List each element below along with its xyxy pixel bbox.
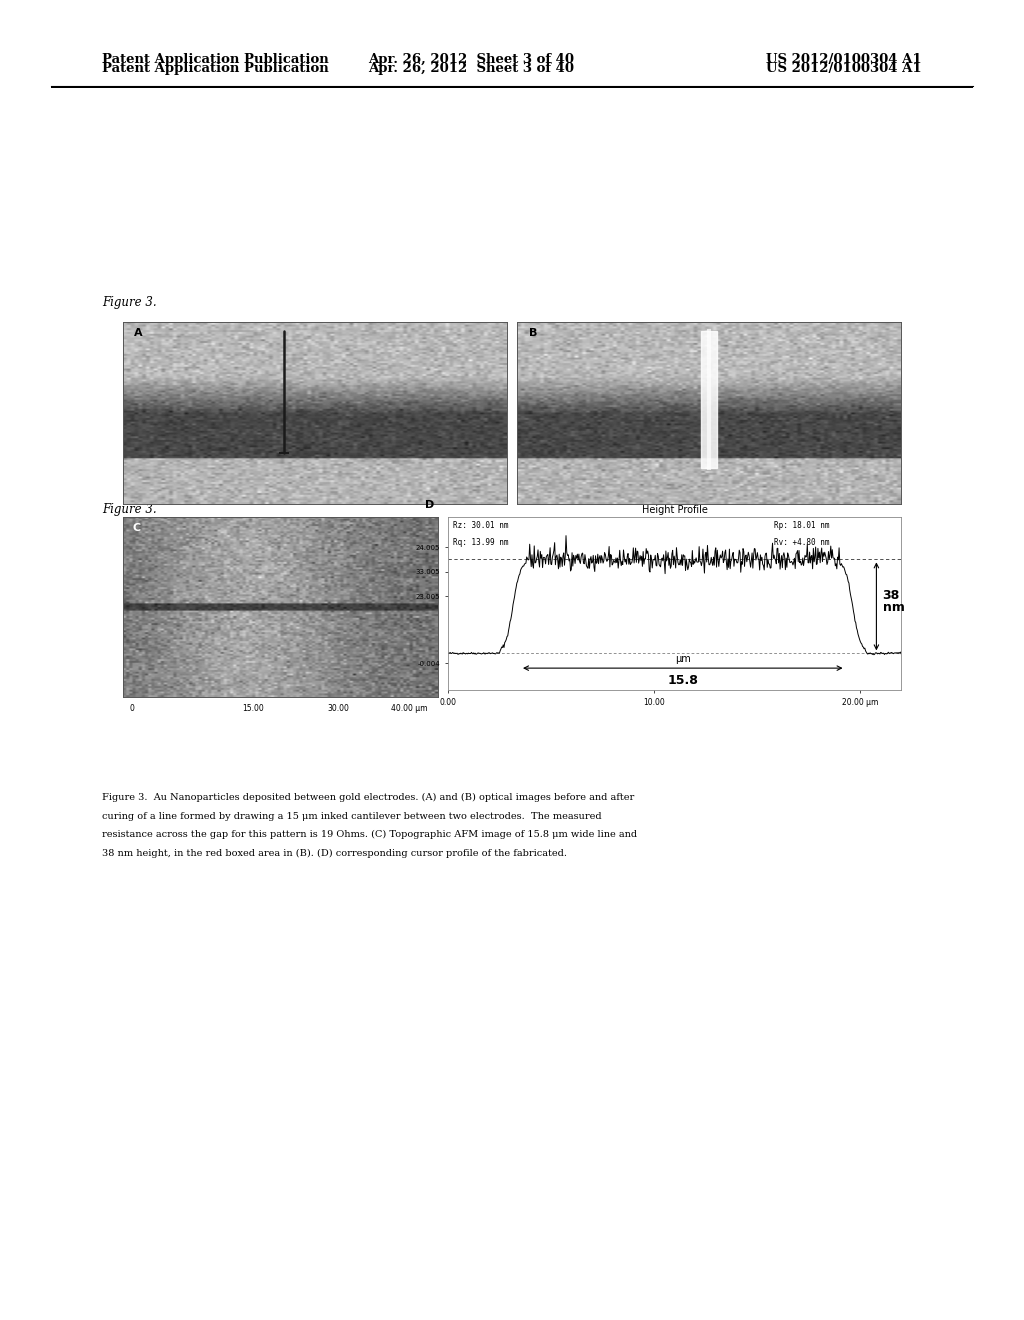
Text: Figure 3.  Au Nanoparticles deposited between gold electrodes. (A) and (B) optic: Figure 3. Au Nanoparticles deposited bet… [102,793,635,803]
Bar [701,331,717,467]
Text: 30.00: 30.00 [328,705,349,713]
Text: curing of a line formed by drawing a 15 μm inked cantilever between two electrod: curing of a line formed by drawing a 15 … [102,812,602,821]
Text: A: A [134,327,143,338]
Text: Rv: +4.80 nm: Rv: +4.80 nm [774,539,829,548]
Text: US 2012/0100304 A1: US 2012/0100304 A1 [766,62,922,75]
Text: 38
nm: 38 nm [883,589,904,614]
Text: Rz: 30.01 nm: Rz: 30.01 nm [453,521,508,529]
Text: resistance across the gap for this pattern is 19 Ohms. (C) Topographic AFM image: resistance across the gap for this patte… [102,830,638,840]
Text: μm: μm [675,655,690,664]
Text: Patent Application Publication: Patent Application Publication [102,62,329,75]
Text: Figure 3.: Figure 3. [102,503,157,516]
Text: Patent Application Publication: Patent Application Publication [102,53,329,66]
Text: Apr. 26, 2012  Sheet 3 of 40: Apr. 26, 2012 Sheet 3 of 40 [368,62,574,75]
Text: Apr. 26, 2012  Sheet 3 of 40: Apr. 26, 2012 Sheet 3 of 40 [368,53,574,66]
Text: US 2012/0100304 A1: US 2012/0100304 A1 [766,53,922,66]
Text: 15.00: 15.00 [243,705,264,713]
Text: 40.00 µm: 40.00 µm [390,705,427,713]
Text: Rp: 18.01 nm: Rp: 18.01 nm [774,521,829,529]
Text: 0: 0 [129,705,134,713]
Text: 15.8: 15.8 [668,675,698,688]
Text: Rq: 13.99 nm: Rq: 13.99 nm [453,539,508,548]
Text: Figure 3.: Figure 3. [102,296,157,309]
Text: 38 nm height, in the red boxed area in (B). (D) corresponding cursor profile of : 38 nm height, in the red boxed area in (… [102,849,567,858]
Text: D: D [425,500,434,510]
Text: C: C [132,523,140,533]
Text: B: B [528,327,537,338]
Title: Height Profile: Height Profile [642,506,708,515]
